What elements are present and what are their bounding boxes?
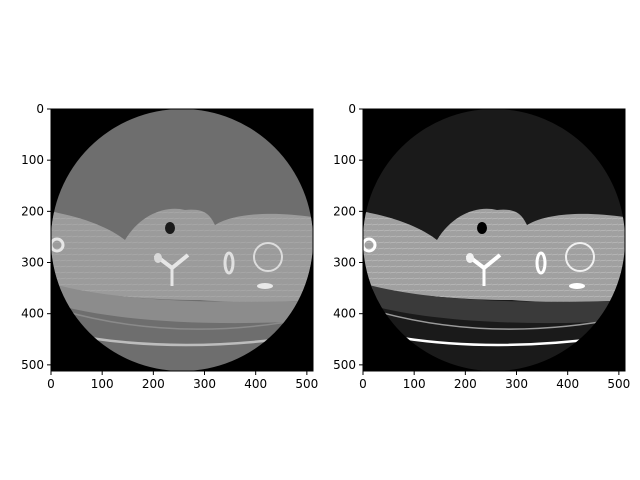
right-panel-x-tick-label: 400 [556, 377, 579, 391]
right-panel-x-tick-label: 0 [359, 377, 367, 391]
left-panel-x-tick-label: 100 [91, 377, 114, 391]
right-panel-x-tick-label: 500 [607, 377, 630, 391]
left-panel-y-tick-label: 100 [21, 153, 44, 167]
right-panel-x-tick-label: 300 [505, 377, 528, 391]
left-panel-y-tick-label: 400 [21, 307, 44, 321]
left-panel-y-tick-label: 300 [21, 256, 44, 270]
left-panel-x-tick-label: 0 [47, 377, 55, 391]
right-panel-y-tick-label: 500 [333, 358, 356, 372]
left-panel-x-tick-label: 500 [295, 377, 318, 391]
right-panel-y-tick-label: 300 [333, 256, 356, 270]
right-panel-x-tick-label: 200 [454, 377, 477, 391]
right-panel-x-tick-label: 100 [403, 377, 426, 391]
right-ct-image [362, 108, 626, 372]
left-panel-x-tick-label: 300 [193, 377, 216, 391]
left-panel-x-tick-label: 400 [244, 377, 267, 391]
left-panel-x-tick-label: 200 [142, 377, 165, 391]
right-panel-y-tick-label: 0 [348, 102, 356, 116]
right-panel-y-tick-label: 100 [333, 153, 356, 167]
left-panel-y-tick-label: 500 [21, 358, 44, 372]
left-panel-y-tick-label: 200 [21, 204, 44, 218]
left-ct-image [50, 108, 314, 372]
left-panel-y-tick-label: 0 [36, 102, 44, 116]
right-panel-y-tick-label: 200 [333, 204, 356, 218]
right-panel-y-tick-label: 400 [333, 307, 356, 321]
